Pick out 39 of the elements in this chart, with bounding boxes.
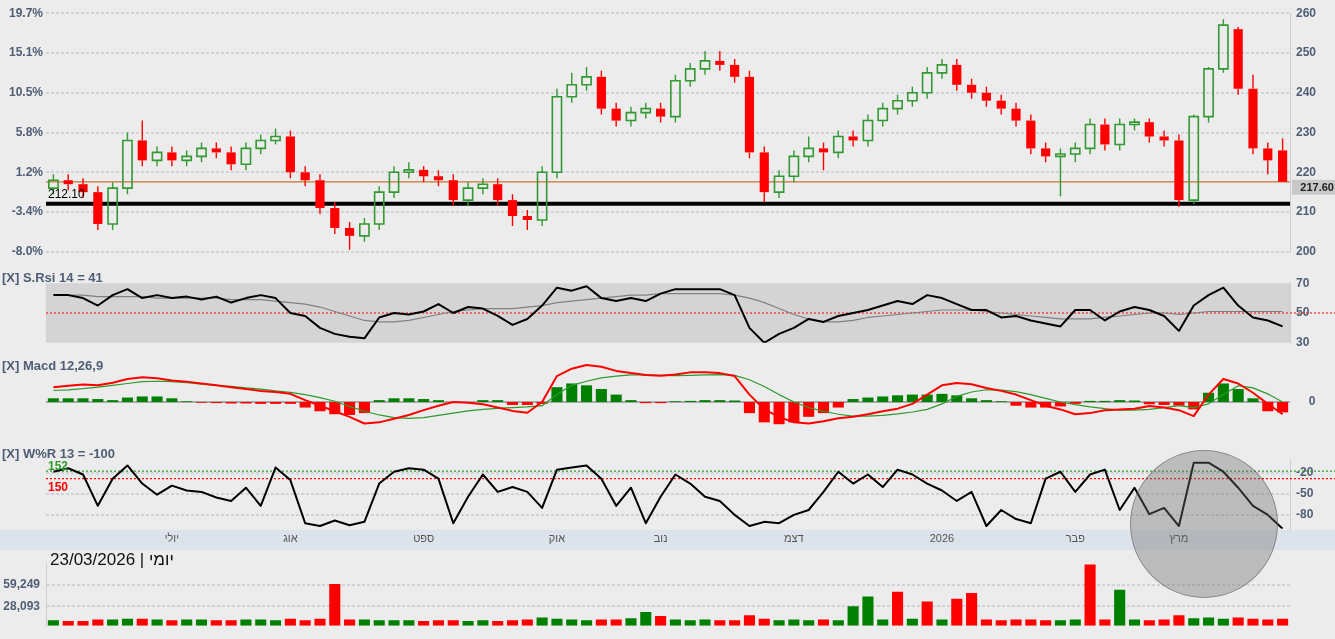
x-tick-label: יולי	[164, 532, 180, 545]
y2-tick-label: 1.2%	[15, 164, 44, 179]
y2-tick-label: 5.8%	[15, 125, 44, 140]
chart-title: [X] Macd 12,26,9	[2, 358, 104, 374]
y-tick-label: 220	[1296, 164, 1317, 179]
y-tick-label: 210	[1296, 204, 1317, 219]
x-tick-label: אוג	[283, 532, 298, 545]
y-tick-label: 70	[1296, 275, 1310, 290]
y-tick-label: -80	[1296, 507, 1314, 522]
x-tick-label: נוב	[653, 532, 668, 545]
annotation: 150	[48, 480, 69, 494]
x-tick-label: מרץ	[1169, 532, 1189, 545]
y-tick-label: -50	[1296, 486, 1314, 501]
y-tick-label: 250	[1296, 45, 1317, 60]
x-tick-label: דצמ	[784, 532, 804, 545]
y-tick-label: 50	[1296, 305, 1310, 320]
y-tick-label: 30	[1296, 335, 1310, 350]
chart-title: [X] S.Rsi 14 = 41	[2, 270, 103, 286]
y-tick-label: 240	[1296, 85, 1317, 100]
y-tick-label: -20	[1296, 465, 1314, 480]
y2-tick-label: 19.7%	[8, 5, 44, 20]
x-tick-label: 2026	[929, 532, 955, 545]
y-tick-label: 200	[1296, 244, 1317, 259]
ref-line-label: 0	[1308, 394, 1316, 409]
y-tick-label: 230	[1296, 124, 1317, 139]
y-tick-label: 59,249	[3, 576, 41, 591]
y2-tick-label: -8.0%	[11, 244, 44, 259]
ref-line-label: 217.60	[1300, 180, 1334, 193]
y2-tick-label: 15.1%	[8, 45, 44, 60]
chart-title: [X] W%R 13 = -100	[2, 446, 116, 462]
y2-tick-label: -3.4%	[11, 204, 44, 219]
y-tick-label: 28,093	[3, 598, 41, 613]
y2-tick-label: 10.5%	[8, 84, 44, 99]
annotation: 152	[48, 459, 69, 474]
x-tick-label: אוק	[548, 532, 566, 545]
chart-subtitle: יומי | 23/03/2026	[50, 550, 174, 570]
x-tick-label: ספט	[413, 532, 435, 545]
y-tick-label: 260	[1296, 5, 1317, 20]
x-tick-label: פבר	[1065, 532, 1086, 545]
